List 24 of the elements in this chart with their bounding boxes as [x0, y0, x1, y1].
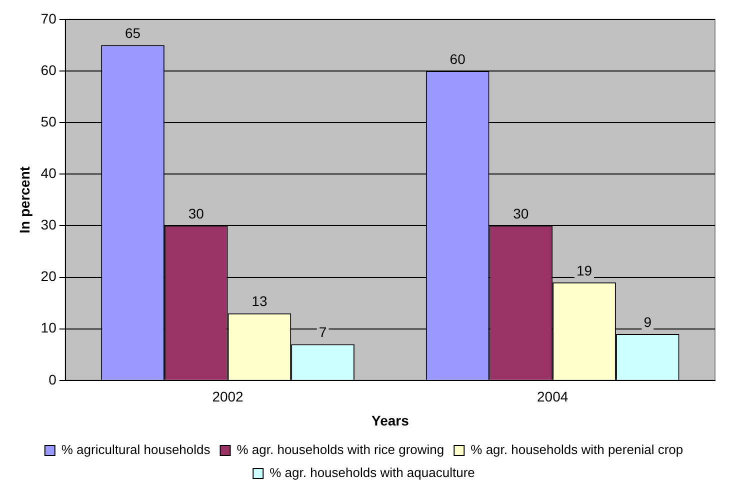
data-label: 30 [188, 206, 204, 222]
y-axis-title: In percent [16, 166, 32, 234]
data-label: 13 [252, 293, 268, 310]
legend-label: % agr. households with aquaculture [270, 465, 475, 480]
legend-label: % agricultural households [61, 442, 211, 458]
y-tick-label: 0 [48, 371, 57, 388]
data-label: 7 [318, 324, 327, 340]
x-tick-label: 2002 [212, 388, 244, 405]
y-tick-label: 50 [40, 113, 57, 130]
data-label: 9 [644, 314, 652, 330]
y-tick-label: 70 [40, 10, 57, 26]
y-tick-label: 40 [40, 164, 57, 181]
y-tick-label: 20 [40, 268, 57, 284]
y-tick-label: 30 [40, 216, 57, 233]
x-axis-title: Years [372, 412, 410, 428]
legend-label: % agr. households with perenial crop [470, 442, 684, 458]
x-tick-label: 2004 [537, 388, 568, 405]
y-tick-label: 10 [40, 320, 57, 336]
data-label: 19 [576, 262, 592, 278]
legend-label: % agr. households with rice growing [236, 442, 444, 458]
y-tick-label: 60 [40, 62, 57, 78]
data-label: 30 [513, 206, 529, 222]
data-label: 60 [450, 50, 466, 67]
data-label: 65 [124, 25, 141, 42]
